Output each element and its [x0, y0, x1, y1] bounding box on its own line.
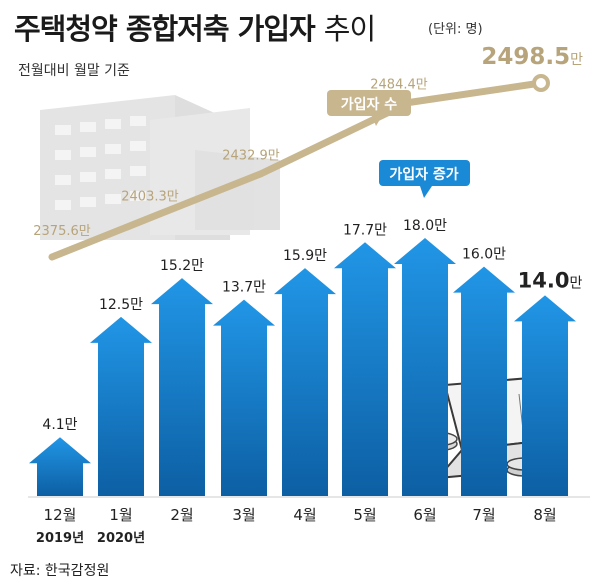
line-endpoint-label: 2498.5만	[481, 44, 583, 70]
line-point-label: 2375.6만	[33, 224, 90, 239]
x-tick-label: 12월	[44, 506, 77, 524]
bar-5	[274, 268, 336, 496]
bar-value-label: 13.7만	[222, 280, 266, 296]
x-tick-label: 3월	[232, 506, 255, 524]
legend-subscriber-count-text: 가입자 수	[341, 97, 398, 113]
chart-subtitle: 전월대비 월말 기준	[18, 63, 130, 79]
x-tick-label: 2월	[170, 506, 193, 524]
chart-title-main: 주택청약 종합저축 가입자	[14, 12, 316, 46]
building-illustration	[40, 95, 280, 240]
source-note: 자료: 한국감정원	[10, 563, 110, 579]
legend-subscriber-increase: 가입자 증가	[379, 160, 470, 198]
bar-value-label: 14.0만	[518, 268, 583, 292]
line-point-label: 2484.4만	[370, 78, 427, 93]
x-tick-label: 7월	[472, 506, 495, 524]
bar-value-label: 4.1만	[42, 417, 77, 433]
bar-value-label: 17.7만	[343, 222, 387, 238]
unit-label: (단위: 명)	[428, 22, 483, 37]
x-year-label: 2019년	[36, 531, 84, 546]
bar-value-label: 15.2만	[160, 258, 204, 274]
bar-8	[453, 266, 515, 496]
bar-7	[394, 238, 456, 496]
bar-4	[213, 299, 275, 496]
bars-layer: 4.1만 12.5만 15.2만 13.7만 15.9만 17.7만 18.0만 16.0만 1…	[29, 218, 582, 496]
legend-subscriber-increase-text: 가입자 증가	[389, 167, 458, 183]
chart-title: 주택청약 종합저축 가입자 추이	[14, 6, 376, 48]
subscriber-count-line	[48, 79, 545, 261]
subscriber-count-line-layer: 2375.6만 2403.3만 2432.9만 2484.4만 2498.5만	[33, 44, 583, 261]
bar-1	[29, 437, 91, 496]
bar-6	[334, 242, 396, 496]
line-point-label: 2403.3만	[121, 190, 178, 205]
bar-value-label: 15.9만	[283, 248, 327, 264]
bar-3	[151, 278, 213, 496]
bar-9	[514, 295, 576, 496]
x-tick-label: 4월	[293, 506, 316, 524]
x-axis-labels: 12월 2019년 1월 2020년 2월 3월 4월 5월 6월 7월 8월	[36, 506, 557, 546]
x-tick-label: 1월	[109, 506, 132, 524]
bar-2	[90, 316, 152, 496]
x-tick-label: 5월	[353, 506, 376, 524]
chart-title-suffix: 추이	[323, 12, 376, 46]
x-tick-label: 8월	[533, 506, 556, 524]
line-point-label: 2432.9만	[222, 149, 279, 164]
line-endpoint-marker	[532, 74, 550, 92]
legend-subscriber-count: 가입자 수	[327, 90, 411, 126]
bar-value-label: 18.0만	[403, 218, 447, 234]
x-year-label: 2020년	[97, 531, 145, 546]
x-tick-label: 6월	[413, 506, 436, 524]
bar-value-label: 12.5만	[99, 297, 143, 313]
bar-value-label: 16.0만	[462, 247, 506, 263]
